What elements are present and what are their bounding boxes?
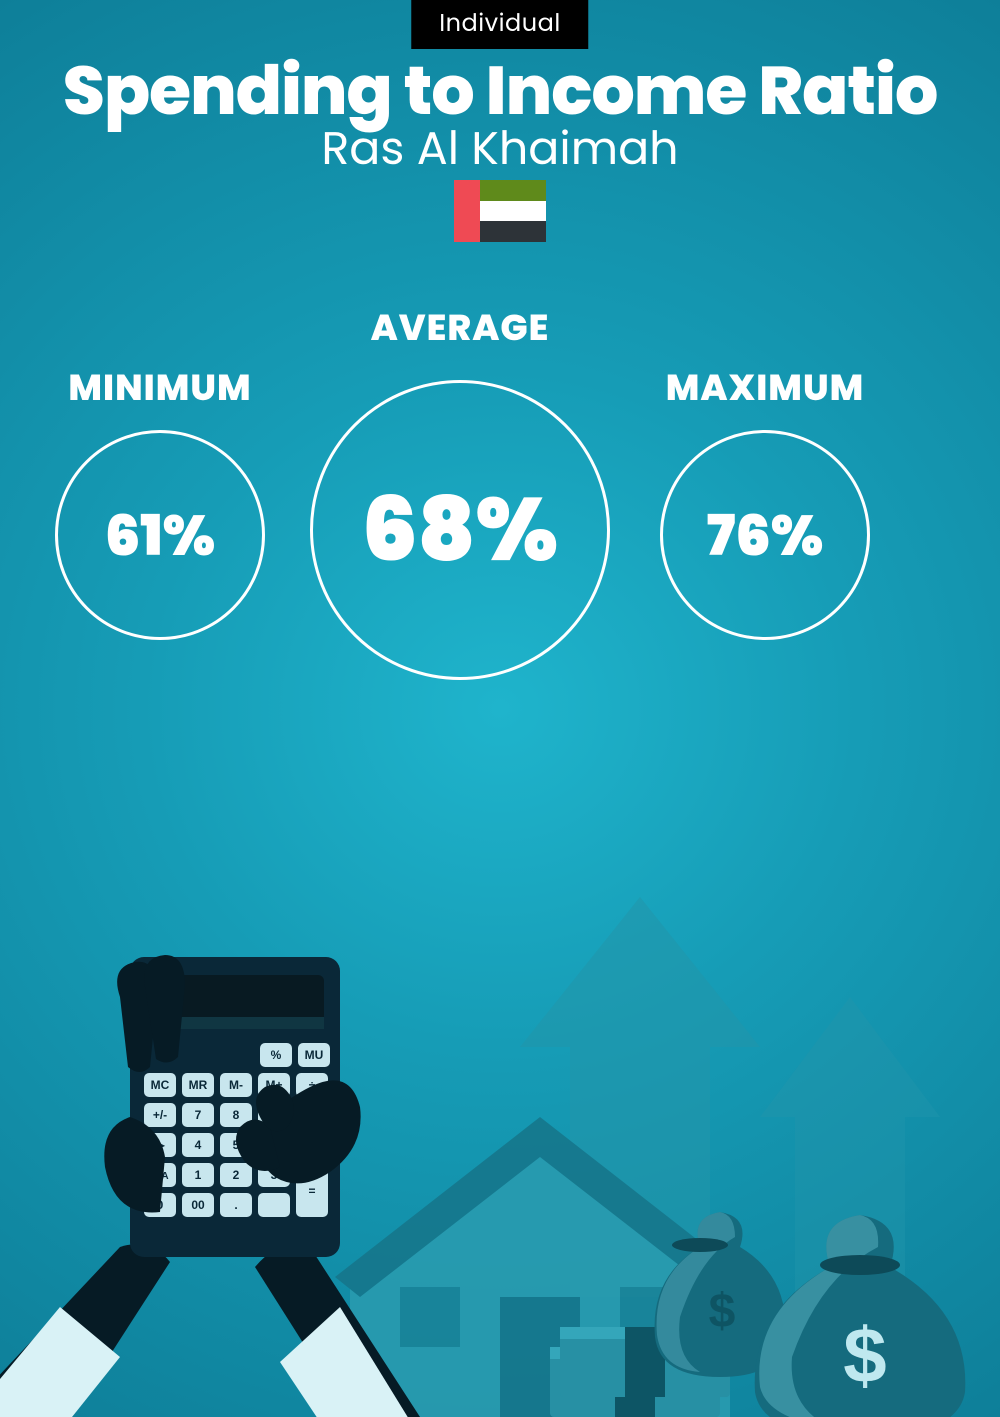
svg-text:+/-: +/- bbox=[153, 1108, 167, 1122]
flag-white-stripe bbox=[480, 201, 546, 222]
average-value: 68% bbox=[362, 464, 558, 596]
svg-text:M-: M- bbox=[229, 1078, 243, 1092]
svg-text:MR: MR bbox=[189, 1078, 208, 1092]
svg-text:%: % bbox=[271, 1048, 282, 1062]
svg-text:.: . bbox=[234, 1198, 237, 1212]
flag-stripes bbox=[480, 180, 546, 242]
infographic-canvas: Individual Spending to Income Ratio Ras … bbox=[0, 0, 1000, 1417]
svg-text:7: 7 bbox=[195, 1108, 202, 1122]
flag-red-bar bbox=[454, 180, 480, 242]
svg-text:$: $ bbox=[843, 1311, 886, 1399]
hands-calculator-icon: % MU MC MR M- M+ ÷ +/- 7 8 bbox=[0, 955, 420, 1417]
average-circle: 68% bbox=[310, 380, 610, 680]
minimum-value: 61% bbox=[105, 493, 215, 578]
maximum-circle: 76% bbox=[660, 430, 870, 640]
svg-text:2: 2 bbox=[233, 1168, 240, 1182]
finance-illustration: $ $ bbox=[0, 817, 1000, 1417]
average-label: AVERAGE bbox=[350, 300, 570, 355]
svg-text:MC: MC bbox=[151, 1078, 170, 1092]
svg-text:$: $ bbox=[709, 1285, 736, 1338]
uae-flag-icon bbox=[454, 180, 546, 242]
svg-text:MU: MU bbox=[305, 1048, 324, 1062]
minimum-label: MINIMUM bbox=[60, 360, 260, 415]
svg-text:8: 8 bbox=[233, 1108, 240, 1122]
minimum-circle: 61% bbox=[55, 430, 265, 640]
svg-text:1: 1 bbox=[195, 1168, 202, 1182]
flag-black-stripe bbox=[480, 221, 546, 242]
svg-text:00: 00 bbox=[191, 1198, 205, 1212]
page-subtitle: Ras Al Khaimah bbox=[0, 115, 1000, 184]
stats-row: MINIMUM 61% AVERAGE 68% MAXIMUM 76% bbox=[0, 300, 1000, 720]
svg-text:4: 4 bbox=[195, 1138, 202, 1152]
svg-text:=: = bbox=[308, 1184, 315, 1198]
flag-green-stripe bbox=[480, 180, 546, 201]
maximum-value: 76% bbox=[707, 493, 824, 578]
money-bag-icon: $ bbox=[755, 1215, 966, 1417]
maximum-label: MAXIMUM bbox=[665, 360, 865, 415]
